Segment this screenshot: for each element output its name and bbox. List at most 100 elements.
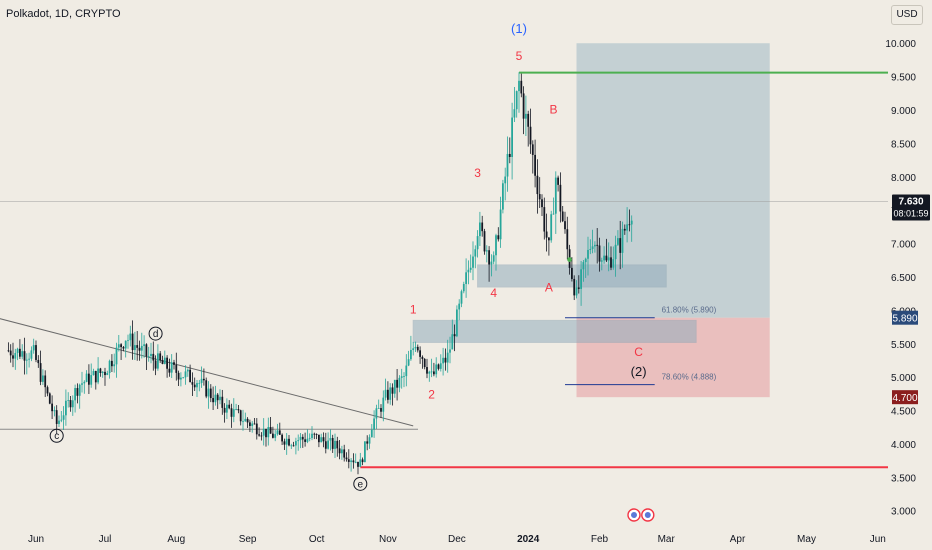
candle-body	[127, 340, 129, 341]
candle-body	[306, 438, 309, 442]
y-axis: 3.0003.5004.0004.5005.0005.5006.0006.500…	[885, 39, 916, 517]
candle-body	[426, 367, 428, 374]
currency-button[interactable]: USD	[891, 5, 923, 25]
candle-body	[515, 91, 518, 110]
candle-body	[53, 410, 56, 412]
candle-body	[51, 403, 53, 412]
y-tick-label: 9.500	[891, 73, 916, 84]
candle-body	[76, 388, 79, 396]
candle-body	[288, 438, 290, 446]
candle-body	[308, 437, 311, 439]
candle-body	[623, 228, 626, 231]
candle-body	[272, 433, 274, 438]
candle-body	[400, 376, 403, 378]
candle-body	[504, 176, 507, 184]
candle-body	[9, 350, 12, 356]
x-tick-label: Feb	[591, 534, 609, 545]
candle-body	[538, 194, 541, 200]
candle-body	[35, 345, 37, 360]
y-tick-label: 3.000	[891, 507, 916, 518]
wave-label-e: e	[358, 479, 364, 490]
candle-body	[508, 153, 511, 158]
candle-body	[451, 334, 454, 350]
candle-body	[28, 358, 30, 360]
candle-body	[74, 388, 76, 401]
candle-body	[610, 257, 612, 268]
candle-body	[437, 364, 440, 369]
x-tick-label: Dec	[448, 534, 466, 545]
candle-body	[347, 459, 350, 462]
candle-body	[529, 126, 532, 145]
candle-body	[184, 371, 187, 378]
candle-body	[90, 375, 93, 385]
candle-body	[311, 433, 313, 438]
candle-body	[177, 372, 180, 380]
candle-body	[575, 287, 578, 296]
candle-body	[543, 207, 546, 232]
wave-label: C	[634, 345, 643, 359]
candle-body	[373, 418, 375, 430]
candle-body	[30, 350, 33, 359]
candle-body	[364, 441, 366, 463]
candle-body	[495, 235, 497, 256]
candle-body	[626, 224, 628, 231]
candle-body	[265, 428, 267, 438]
candle-body	[472, 256, 474, 268]
candle-body	[628, 224, 631, 226]
candle-body	[336, 440, 339, 449]
candle-body	[359, 459, 362, 467]
candle-body	[299, 436, 302, 441]
candle-body	[60, 419, 63, 421]
candle-body	[32, 345, 35, 351]
y-tick-label: 9.000	[891, 106, 916, 117]
candle-body	[485, 250, 488, 252]
candle-body	[143, 344, 145, 346]
candle-body	[630, 220, 633, 225]
candle-body	[182, 377, 185, 379]
candle-body	[591, 246, 594, 249]
candle-body	[221, 396, 224, 408]
candle-body	[513, 109, 516, 118]
candle-body	[327, 440, 329, 449]
candle-body	[617, 238, 619, 245]
candle-body	[315, 434, 318, 435]
candle-body	[511, 117, 513, 158]
candle-body	[120, 344, 122, 348]
candle-body	[403, 376, 405, 377]
candle-body	[122, 347, 125, 349]
candle-body	[407, 359, 410, 366]
candle-body	[313, 433, 316, 435]
candle-body	[283, 441, 286, 445]
candle-body	[260, 435, 263, 437]
candle-body	[479, 222, 481, 237]
candle-body	[115, 347, 118, 365]
candle-body	[341, 449, 343, 454]
candle-body	[467, 269, 470, 273]
candle-body	[173, 362, 175, 365]
candle-body	[140, 345, 143, 351]
candle-body	[550, 214, 553, 241]
wave-label: A	[545, 281, 553, 295]
candle-body	[258, 434, 260, 436]
candle-body	[168, 368, 171, 373]
candle-body	[237, 409, 240, 411]
candle-body	[71, 400, 74, 408]
candle-body	[387, 389, 389, 400]
candle-body	[492, 255, 495, 262]
last-price-countdown: 08:01:59	[893, 209, 928, 219]
candle-body	[414, 346, 417, 349]
candle-body	[357, 461, 359, 467]
x-tick-label: Mar	[658, 534, 676, 545]
candle-body	[37, 359, 40, 364]
candle-body	[582, 262, 585, 270]
candle-body	[292, 445, 295, 447]
candle-body	[350, 460, 352, 462]
candle-body	[129, 333, 132, 341]
candle-body	[393, 379, 396, 394]
y-tick-label: 6.500	[891, 273, 916, 284]
wave-label: 4	[490, 286, 497, 300]
candle-body	[318, 434, 320, 443]
candle-body	[269, 427, 272, 434]
candle-body	[354, 461, 357, 463]
